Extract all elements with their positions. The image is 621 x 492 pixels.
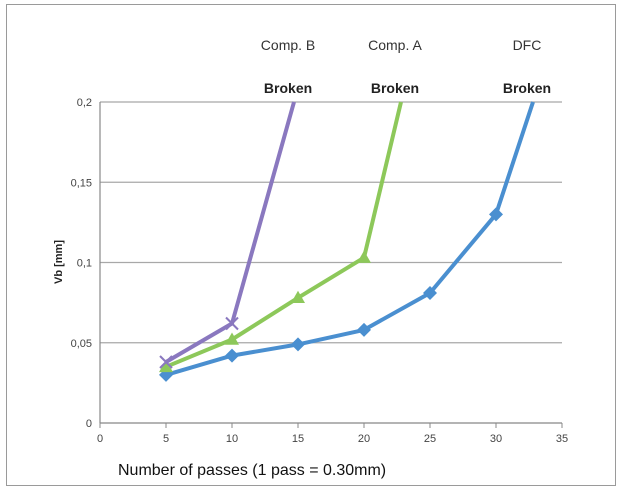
x-tick-label: 30 (490, 433, 502, 445)
data-point-comp-a (357, 250, 371, 263)
y-tick-label: 0,15 (71, 177, 92, 189)
data-point-dfc (357, 322, 371, 337)
x-tick-label: 5 (163, 433, 169, 445)
broken-label-dfc: Broken (503, 80, 551, 96)
data-point-dfc (225, 348, 239, 363)
x-tick-labels: 0 5 10 15 20 25 30 35 (97, 433, 568, 445)
series-line-dfc (165, 101, 535, 377)
data-point-comp-b (159, 355, 173, 369)
x-tick-label: 25 (424, 433, 436, 445)
x-axis-label: Number of passes (1 pass = 0.30mm) (118, 462, 387, 479)
x-tick-label: 15 (292, 433, 304, 445)
series-name-comp-b: Comp. B (261, 37, 315, 53)
grid-lines (100, 101, 562, 344)
series-name-comp-a: Comp. A (368, 37, 422, 53)
series-group (159, 101, 535, 382)
x-tick-label: 0 (97, 433, 103, 445)
data-point-comp-a (291, 290, 305, 304)
marker-stroke (159, 355, 173, 369)
y-axis-label: Vb [mm] (53, 240, 65, 284)
y-tick-label: 0,05 (71, 338, 92, 350)
marker-stroke (225, 316, 239, 331)
x-tick-label: 35 (556, 433, 568, 445)
data-point-comp-b (225, 316, 239, 331)
series-line-comp-b (164, 101, 296, 364)
y-tick-label: 0,1 (77, 258, 92, 270)
broken-label-comp-b: Broken (264, 80, 312, 96)
data-point-dfc (291, 337, 305, 352)
data-point-comp-a (159, 359, 173, 373)
data-point-dfc (489, 207, 503, 222)
y-tick-label: 0 (86, 418, 92, 430)
data-point-comp-a (225, 332, 239, 345)
x-tick-label: 20 (358, 433, 370, 445)
series-labels: DFC Broken Comp. A Broken Comp. B Broken (261, 37, 551, 96)
series-name-dfc: DFC (513, 37, 542, 53)
data-point-dfc (423, 285, 437, 300)
axes (99, 102, 563, 428)
broken-label-comp-a: Broken (371, 80, 419, 96)
chart-frame (6, 4, 616, 486)
y-tick-labels: 0 0,05 0,1 0,15 0,2 (71, 97, 92, 430)
y-tick-label: 0,2 (77, 97, 92, 109)
x-tick-label: 10 (226, 433, 238, 445)
